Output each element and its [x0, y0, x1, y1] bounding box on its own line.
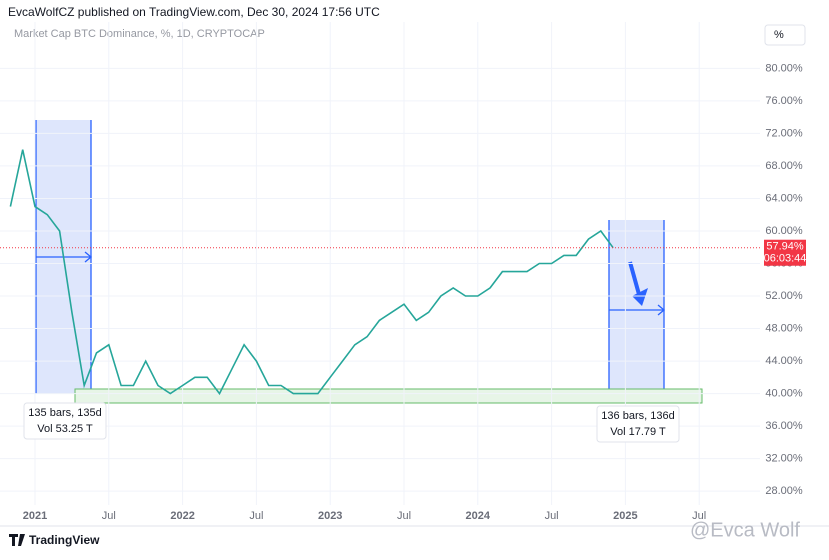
- y-tick-label: 60.00%: [765, 225, 803, 237]
- range-arrowhead: [84, 251, 93, 263]
- y-tick-label: 36.00%: [765, 420, 803, 432]
- x-tick-label: 2023: [318, 510, 342, 522]
- x-tick-label: Jul: [249, 510, 263, 522]
- date-range: [609, 220, 664, 394]
- y-tick-label: 32.00%: [765, 453, 803, 465]
- range-label: 136 bars, 136d: [601, 410, 674, 422]
- price-line: [9, 149, 614, 396]
- y-tick-label: 80.00%: [765, 62, 803, 74]
- header: EvcaWolfCZ published on TradingView.com,…: [8, 5, 380, 19]
- range-volume: Vol 17.79 T: [610, 426, 666, 438]
- x-tick-label: 2025: [613, 510, 637, 522]
- y-tick-label: 48.00%: [765, 322, 803, 334]
- down-arrow: [628, 261, 642, 299]
- x-tick-label: 2021: [23, 510, 47, 522]
- range-label-box: [596, 405, 680, 443]
- chart-title: Market Cap BTC Dominance, %, 1D, CRYPTOC…: [14, 28, 265, 40]
- footer: TradingView: [29, 533, 100, 547]
- last-price-box: [764, 239, 806, 266]
- y-tick-label: 44.00%: [765, 355, 803, 367]
- scale-mode[interactable]: %: [774, 29, 784, 41]
- tv-logo: [9, 534, 25, 546]
- y-tick-label: 40.00%: [765, 388, 803, 400]
- down-arrowhead: [632, 288, 648, 306]
- y-tick-label: 52.00%: [765, 290, 803, 302]
- x-tick-label: Jul: [102, 510, 116, 522]
- range-label: 135 bars, 135d: [28, 407, 101, 419]
- support-zone: [74, 388, 703, 404]
- x-tick-label: 2022: [170, 510, 194, 522]
- x-tick-label: Jul: [397, 510, 411, 522]
- y-tick-label: 64.00%: [765, 192, 803, 204]
- y-tick-label: 28.00%: [765, 485, 803, 497]
- x-tick-label: Jul: [692, 510, 706, 522]
- y-tick-label: 72.00%: [765, 127, 803, 139]
- x-tick-label: 2024: [466, 510, 491, 522]
- watermark: @Evca Wolf: [690, 519, 800, 541]
- last-price-label: 57.94%: [766, 241, 804, 253]
- y-tick-label: 76.00%: [765, 95, 803, 107]
- y-tick-label: 68.00%: [765, 160, 803, 172]
- range-arrowhead: [657, 304, 666, 316]
- range-volume: Vol 53.25 T: [37, 423, 93, 435]
- x-tick-label: Jul: [545, 510, 559, 522]
- range-label-box: [23, 402, 107, 440]
- countdown: 06:03:44: [764, 253, 807, 265]
- scale-mode-box[interactable]: [764, 24, 806, 46]
